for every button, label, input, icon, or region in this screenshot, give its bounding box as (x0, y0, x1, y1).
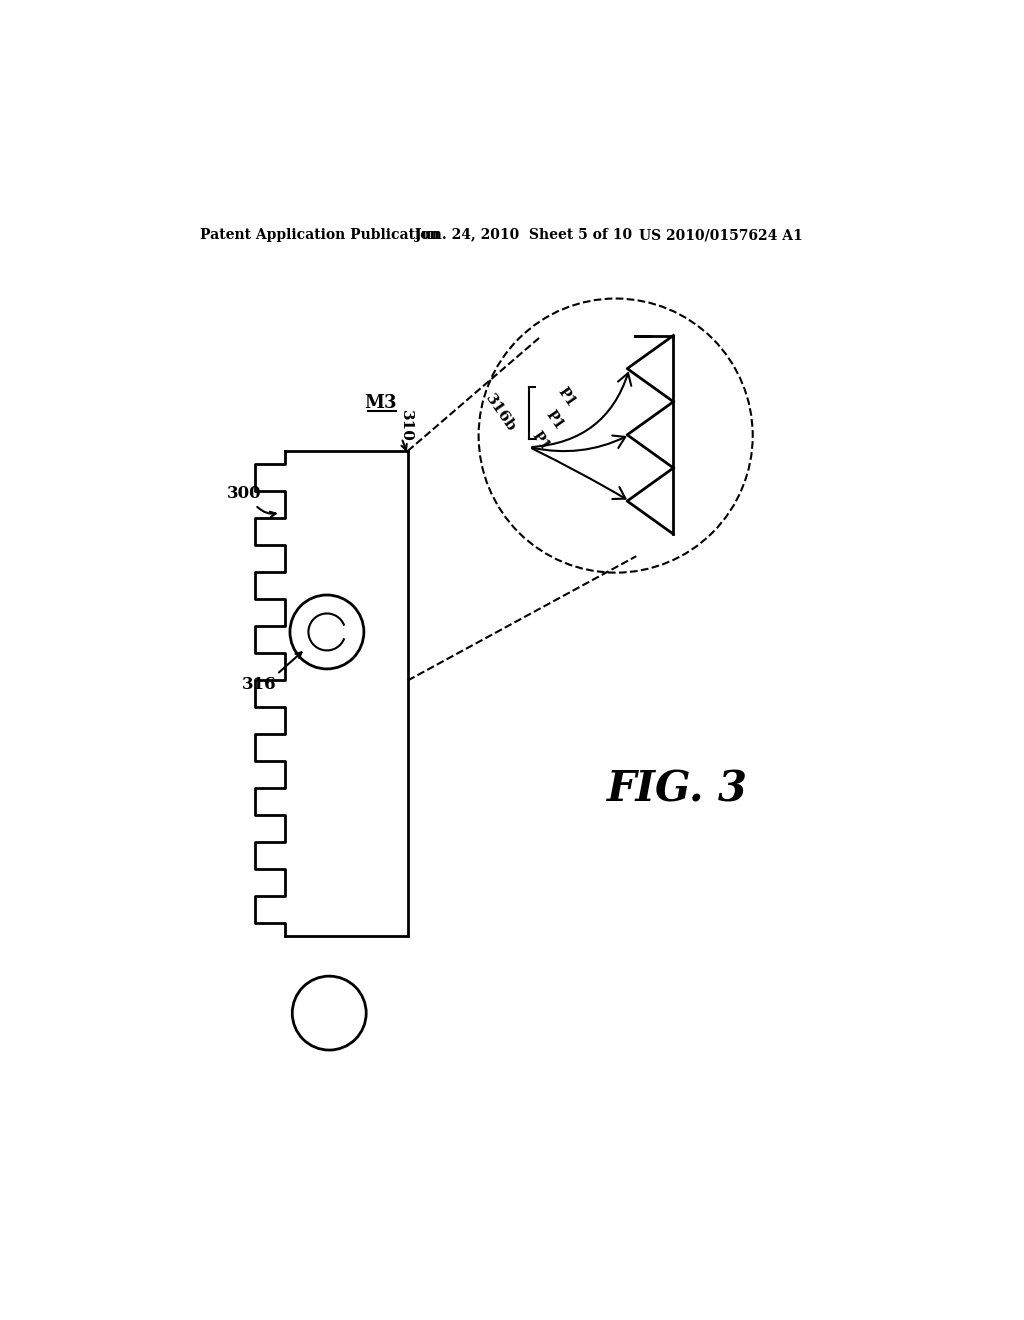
Text: 310: 310 (398, 411, 413, 442)
Text: US 2010/0157624 A1: US 2010/0157624 A1 (639, 228, 803, 243)
Text: M3: M3 (365, 395, 397, 412)
Text: FIG. 3: FIG. 3 (607, 768, 748, 810)
Text: Jun. 24, 2010  Sheet 5 of 10: Jun. 24, 2010 Sheet 5 of 10 (416, 228, 633, 243)
FancyArrowPatch shape (532, 374, 631, 447)
Text: P1: P1 (528, 429, 552, 453)
Text: 316: 316 (242, 676, 276, 693)
Text: P1: P1 (543, 408, 565, 433)
Text: Patent Application Publication: Patent Application Publication (200, 228, 439, 243)
Text: 300: 300 (227, 484, 262, 502)
FancyArrowPatch shape (531, 449, 626, 499)
Text: P1: P1 (555, 385, 578, 409)
FancyArrowPatch shape (532, 436, 626, 451)
Text: 316b: 316b (482, 392, 518, 434)
